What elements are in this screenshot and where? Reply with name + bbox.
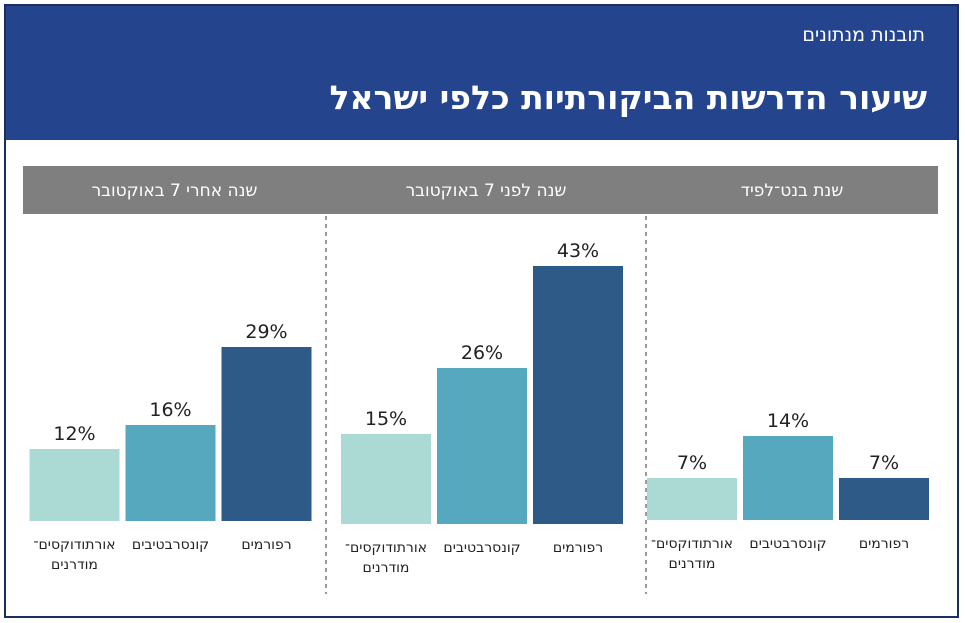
bar bbox=[839, 478, 929, 520]
panel-title: שנה לפני 7 באוקטובר bbox=[406, 181, 567, 201]
category-label: אורתודוקסים־ bbox=[651, 536, 733, 552]
data-label: 29% bbox=[245, 321, 287, 343]
category-label: מודרנים bbox=[363, 560, 410, 576]
chart-title: שיעור הדרשות הביקורתיות כלפי ישראל bbox=[329, 78, 927, 117]
category-label: רפורמים bbox=[859, 536, 909, 552]
data-label: 12% bbox=[53, 423, 95, 445]
bar-chart: שנת בנט־לפיד 7% רפורמים 14% קונסרבטיבים 7% אור… bbox=[23, 166, 938, 594]
category-label: רפורמים bbox=[553, 540, 603, 556]
bar bbox=[221, 347, 312, 521]
bar bbox=[437, 368, 527, 524]
data-label: 16% bbox=[149, 399, 191, 421]
panel-title: שנת בנט־לפיד bbox=[741, 181, 844, 201]
data-label: 7% bbox=[677, 452, 707, 474]
bar bbox=[125, 425, 216, 521]
category-label: מודרנים bbox=[669, 556, 716, 572]
data-label: 15% bbox=[365, 408, 407, 430]
data-label: 14% bbox=[767, 410, 809, 432]
category-label: קונסרבטיבים bbox=[132, 537, 209, 553]
bar bbox=[647, 478, 737, 520]
bar bbox=[29, 449, 120, 521]
panel-title: שנה אחרי 7 באוקטובר bbox=[92, 181, 258, 201]
bar bbox=[533, 266, 623, 524]
category-label: אורתודוקסים־ bbox=[345, 540, 427, 556]
category-label: קונסרבטיבים bbox=[749, 536, 826, 552]
chart-frame: תובנות מנתונים שיעור הדרשות הביקורתיות כ… bbox=[4, 4, 959, 618]
category-label: אורתודוקסים־ bbox=[33, 537, 115, 553]
data-label: 26% bbox=[461, 342, 503, 364]
data-label: 7% bbox=[869, 452, 899, 474]
category-label: רפורמים bbox=[241, 537, 291, 553]
category-label: מודרנים bbox=[51, 557, 98, 573]
category-label: קונסרבטיבים bbox=[443, 540, 520, 556]
bar bbox=[743, 436, 833, 520]
header-kicker: תובנות מנתונים bbox=[802, 24, 925, 46]
header-banner: תובנות מנתונים שיעור הדרשות הביקורתיות כ… bbox=[6, 6, 957, 140]
bar bbox=[341, 434, 431, 524]
panel-header-band bbox=[23, 166, 938, 214]
data-label: 43% bbox=[557, 240, 599, 262]
